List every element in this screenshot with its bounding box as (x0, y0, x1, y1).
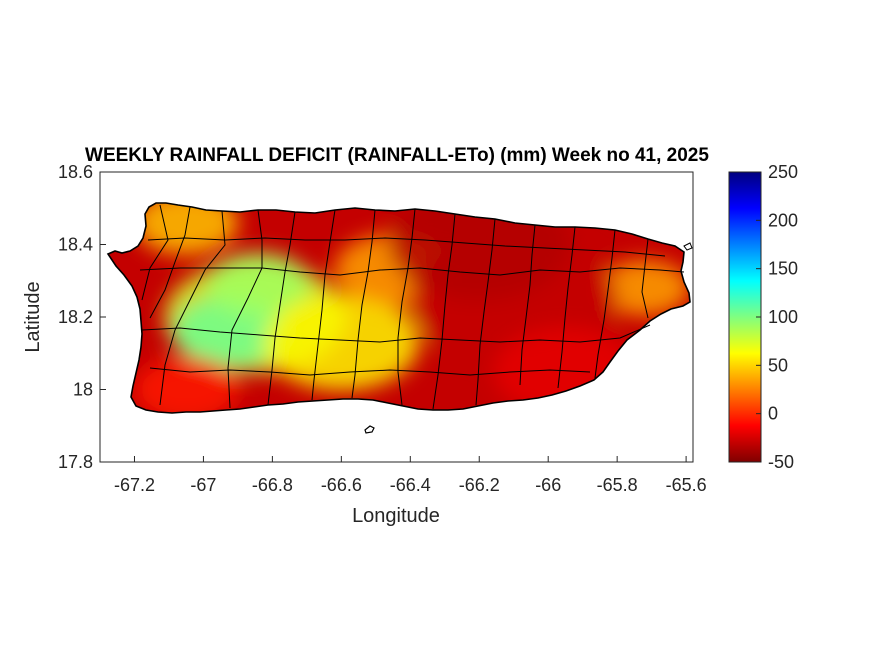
x-axis: -67.2 -67 -66.8 -66.6 -66.4 -66.2 -66 -65.8 -65.… (114, 456, 707, 495)
municipality-boundary (351, 209, 376, 399)
chart-title: WEEKLY RAINFALL DEFICIT (RAINFALL-ETo) (… (85, 145, 709, 166)
colorbar-axis: -50 0 50 100 150 200 250 (756, 162, 798, 472)
municipality-boundary (227, 209, 263, 409)
y-axis: 17.8 18 18.2 18.4 18.6 (58, 162, 106, 472)
colorbar-tick-label: 150 (768, 259, 798, 279)
x-tick-label: -67 (190, 475, 216, 495)
y-tick-label: 18.4 (58, 235, 93, 255)
field-region (134, 357, 239, 413)
x-tick-label: -65.6 (666, 475, 707, 495)
x-tick-label: -66.8 (252, 475, 293, 495)
y-tick-label: 17.8 (58, 452, 93, 472)
municipality-boundary (139, 267, 685, 276)
x-tick-label: -66.4 (390, 475, 431, 495)
islet-east (683, 242, 693, 251)
colorbar-tick-label: 200 (768, 210, 798, 230)
municipality-boundary (432, 213, 456, 410)
x-tick-label: -66.6 (321, 475, 362, 495)
x-tick-label: -66 (535, 475, 561, 495)
x-tick-label: -67.2 (114, 475, 155, 495)
field-region (599, 260, 690, 316)
y-tick-label: 18.2 (58, 307, 93, 327)
municipality-boundary (147, 237, 666, 257)
colorbar-tick-label: 0 (768, 404, 778, 424)
x-tick-label: -65.8 (597, 475, 638, 495)
municipality-boundary (141, 204, 169, 301)
municipality-boundary (311, 209, 336, 401)
municipality-boundary (594, 229, 616, 379)
island-coastline (106, 202, 691, 414)
municipality-boundary (475, 218, 496, 406)
colorbar-tick-label: -50 (768, 452, 794, 472)
field-region (263, 294, 420, 391)
y-axis-label: Latitude (22, 281, 44, 352)
islet-caja-de-muerto (364, 425, 375, 434)
municipality-boundary (159, 210, 226, 406)
x-axis-label: Longitude (352, 505, 440, 527)
x-tick-label: -66.2 (459, 475, 500, 495)
municipality-boundary (519, 224, 536, 386)
municipality-boundary (149, 367, 591, 376)
colorbar-tick-label: 50 (768, 355, 788, 375)
municipality-boundary (141, 324, 651, 343)
colorbar (728, 171, 762, 463)
municipality-boundary (149, 206, 191, 319)
municipality-boundary (557, 226, 576, 389)
y-tick-label: 18.6 (58, 162, 93, 182)
municipality-boundary (397, 208, 416, 406)
colorbar-tick-label: 100 (768, 307, 798, 327)
colorbar-tick-label: 250 (768, 162, 798, 182)
municipality-boundaries (139, 204, 685, 410)
y-tick-label: 18 (73, 380, 93, 400)
municipality-boundary (267, 211, 296, 406)
municipality-boundary (641, 238, 649, 319)
